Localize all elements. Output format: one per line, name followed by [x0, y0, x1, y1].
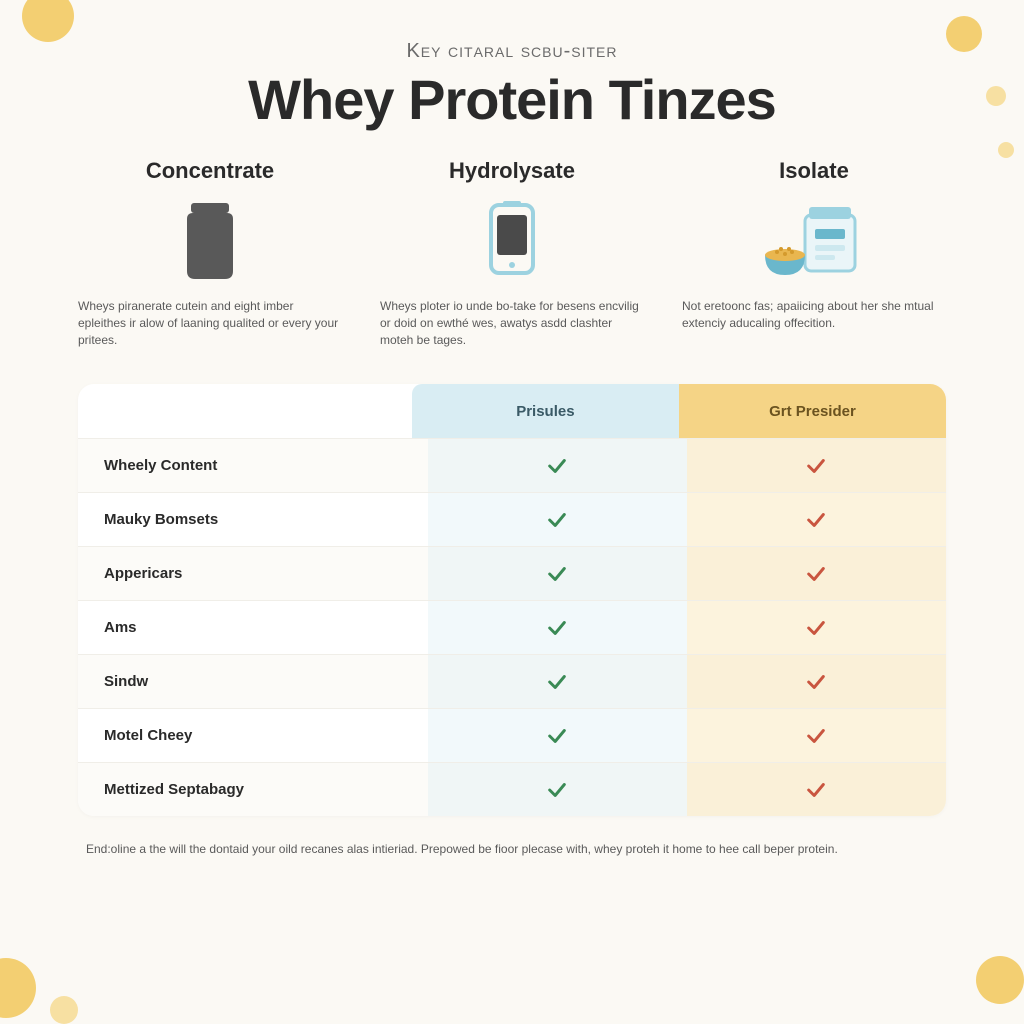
feature-label: Mauky Bomsets: [78, 493, 428, 546]
decorative-dot: [976, 956, 1024, 1004]
feature-label: Mettized Septabagy: [78, 763, 428, 816]
check-icon: [687, 439, 946, 492]
check-icon: [428, 439, 687, 492]
feature-label: Motel Cheey: [78, 709, 428, 762]
table-header: Prisules Grt Presider: [78, 384, 946, 438]
type-isolate: Isolate: [680, 158, 948, 348]
check-icon: [428, 601, 687, 654]
table-row: Ams: [78, 600, 946, 654]
decorative-dot: [998, 142, 1014, 158]
table-row: Mettized Septabagy: [78, 762, 946, 816]
footer-note: End:oline a the will the dontaid your oi…: [72, 840, 952, 858]
type-heading: Hydrolysate: [449, 158, 575, 184]
feature-label: Wheely Content: [78, 439, 428, 492]
type-desc: Wheys ploter io unde bo-take for besens …: [378, 298, 646, 348]
package-icon: [759, 198, 869, 284]
check-icon: [428, 655, 687, 708]
table-header-col1: Prisules: [412, 384, 679, 438]
table-row: Motel Cheey: [78, 708, 946, 762]
check-icon: [428, 547, 687, 600]
check-icon: [687, 547, 946, 600]
decorative-dot: [946, 16, 982, 52]
table-row: Sindw: [78, 654, 946, 708]
table-row: Wheely Content: [78, 438, 946, 492]
table-header-col2: Grt Presider: [679, 384, 946, 438]
device-icon: [479, 198, 545, 284]
check-icon: [687, 763, 946, 816]
feature-label: Sindw: [78, 655, 428, 708]
feature-label: Ams: [78, 601, 428, 654]
type-desc: Wheys piranerate cutein and eight imber …: [76, 298, 344, 348]
check-icon: [428, 493, 687, 546]
title-part-2: Protein: [408, 68, 594, 131]
check-icon: [687, 655, 946, 708]
main-title: Whey Protein Tinzes: [72, 67, 952, 132]
comparison-table: Prisules Grt Presider Wheely ContentMauk…: [78, 384, 946, 816]
type-concentrate: Concentrate Wheys piranerate cutein and …: [76, 158, 344, 348]
table-body: Wheely ContentMauky BomsetsAppericarsAms…: [78, 438, 946, 816]
title-part-3: Tinzes: [594, 68, 776, 131]
check-icon: [687, 493, 946, 546]
table-header-spacer: [78, 384, 412, 438]
jar-icon: [171, 198, 249, 284]
type-heading: Concentrate: [146, 158, 274, 184]
check-icon: [428, 763, 687, 816]
table-row: Mauky Bomsets: [78, 492, 946, 546]
check-icon: [687, 601, 946, 654]
table-row: Appericars: [78, 546, 946, 600]
kicker-text: Kеy citаral scbu-siter: [72, 40, 952, 63]
type-hydrolysate: Hydrolysate Wheys ploter io unde bo-take…: [378, 158, 646, 348]
types-row: Concentrate Wheys piranerate cutein and …: [72, 158, 952, 348]
type-desc: Not eretoonc fas; apaiicing about her sh…: [680, 298, 948, 332]
title-part-1: Whey: [248, 68, 408, 131]
check-icon: [428, 709, 687, 762]
check-icon: [687, 709, 946, 762]
feature-label: Appericars: [78, 547, 428, 600]
decorative-dot: [986, 86, 1006, 106]
type-heading: Isolate: [779, 158, 849, 184]
decorative-dot: [50, 996, 78, 1024]
